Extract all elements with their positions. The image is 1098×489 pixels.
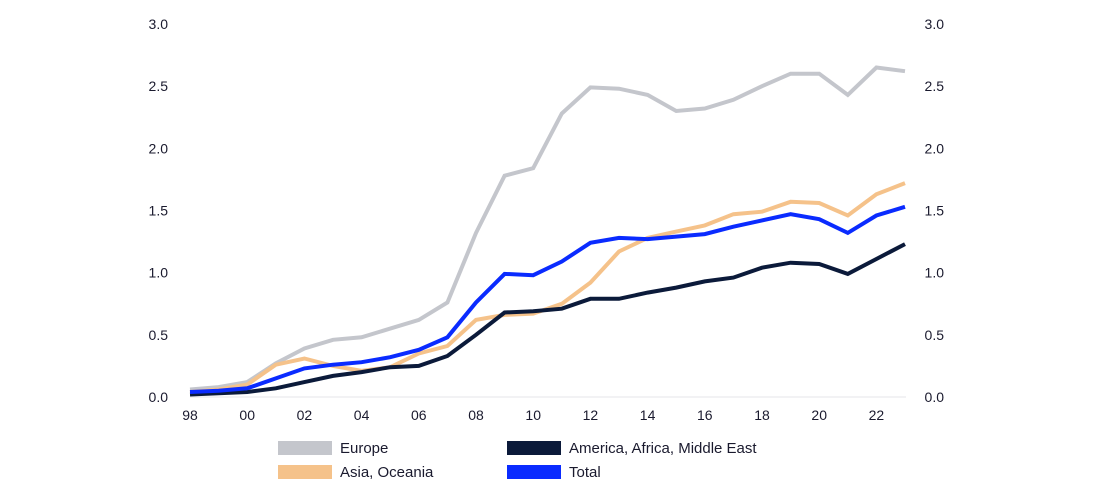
legend-swatch [278,441,332,455]
y-tick-label-right: 1.0 [925,265,945,281]
legend-swatch [507,441,561,455]
x-tick-label: 08 [468,407,484,423]
x-tick-label: 04 [354,407,370,423]
y-tick-label-left: 3.0 [149,16,169,32]
legend-label: Total [569,464,601,481]
legend-label: Asia, Oceania [340,464,434,481]
x-tick-label: 10 [525,407,541,423]
legend-label: America, Africa, Middle East [569,440,757,457]
x-tick-label: 14 [640,407,656,423]
y-tick-label-right: 3.0 [925,16,945,32]
legend-swatch [507,465,561,479]
y-tick-label-right: 1.5 [925,203,945,219]
y-tick-label-left: 0.5 [149,327,169,343]
x-tick-label: 06 [411,407,427,423]
series-lines [189,65,906,397]
y-tick-label-right: 0.0 [925,389,945,405]
legend-label: Europe [340,440,388,457]
x-tick-label: 22 [869,407,885,423]
y-axis-right: 0.0 0.5 1.0 1.5 2.0 2.5 3.0 [925,16,945,405]
legend: Europe Asia, Oceania America, Africa, Midd… [278,440,757,481]
x-tick-label: 18 [754,407,770,423]
y-tick-label-right: 2.5 [925,78,945,94]
y-tick-label-left: 0.0 [149,389,169,405]
y-axis-left: 0.0 0.5 1.0 1.5 2.0 2.5 3.0 [149,16,169,405]
y-tick-label-left: 1.0 [149,265,169,281]
y-tick-label-left: 2.5 [149,78,169,94]
x-tick-label: 16 [697,407,713,423]
x-tick-label: 98 [182,407,198,423]
x-tick-label: 20 [811,407,827,423]
series-line-total [189,204,906,394]
series-line-europe [189,65,906,392]
y-tick-label-left: 1.5 [149,203,169,219]
x-tick-label: 02 [297,407,313,423]
y-tick-label-right: 0.5 [925,327,945,343]
x-tick-label: 12 [583,407,599,423]
y-tick-label-left: 2.0 [149,140,169,156]
series-line-america-africa-middle-east [189,242,906,397]
x-axis: 98 00 02 04 06 08 10 12 14 16 18 20 22 [182,407,884,423]
x-tick-label: 00 [239,407,255,423]
y-tick-label-right: 2.0 [925,140,945,156]
legend-swatch [278,465,332,479]
